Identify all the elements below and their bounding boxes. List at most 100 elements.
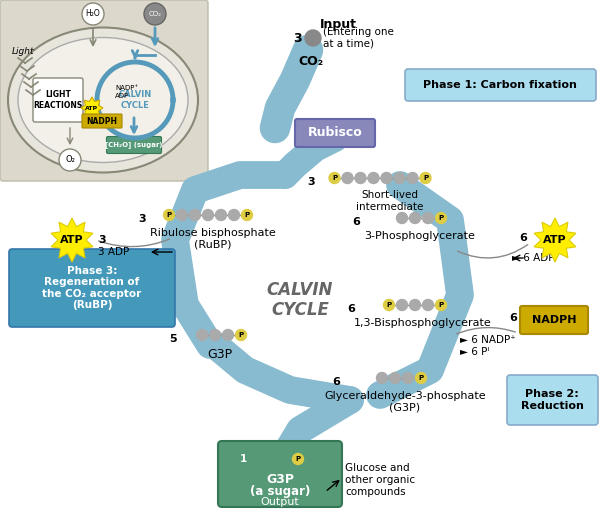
Circle shape <box>423 299 433 311</box>
Circle shape <box>82 3 104 25</box>
Text: Ribulose bisphosphate
(RuBP): Ribulose bisphosphate (RuBP) <box>150 228 276 250</box>
Text: 3: 3 <box>138 214 146 224</box>
Circle shape <box>394 172 405 183</box>
Circle shape <box>383 299 394 311</box>
Text: Phase 3:
Regeneration of
the CO₂ acceptor
(RuBP): Phase 3: Regeneration of the CO₂ accepto… <box>42 266 141 311</box>
Circle shape <box>282 455 291 464</box>
Text: (a sugar): (a sugar) <box>250 485 310 498</box>
Text: 3: 3 <box>293 31 302 45</box>
Text: P: P <box>386 302 391 308</box>
Text: P: P <box>238 332 244 338</box>
Text: P: P <box>423 175 428 181</box>
Text: 3: 3 <box>98 235 105 245</box>
FancyBboxPatch shape <box>405 69 596 101</box>
Circle shape <box>202 209 214 220</box>
Circle shape <box>223 330 234 340</box>
Text: Glucose and
other organic
compounds: Glucose and other organic compounds <box>345 463 415 497</box>
Text: P: P <box>296 456 300 462</box>
Text: ► 6 Pᴵ: ► 6 Pᴵ <box>460 347 489 357</box>
Text: 5: 5 <box>169 334 177 344</box>
FancyBboxPatch shape <box>507 375 598 425</box>
Text: CALVIN
CYCLE: CALVIN CYCLE <box>119 90 152 110</box>
Text: 3: 3 <box>308 177 315 187</box>
Text: 6: 6 <box>519 233 527 243</box>
Text: ADP: ADP <box>115 93 129 99</box>
Circle shape <box>409 299 421 311</box>
Text: G3P: G3P <box>208 348 232 361</box>
Text: Rubisco: Rubisco <box>308 127 362 139</box>
Text: P: P <box>418 375 424 381</box>
Text: (Entering one
at a time): (Entering one at a time) <box>323 27 394 49</box>
Text: 6: 6 <box>509 313 517 323</box>
Text: 6: 6 <box>347 304 355 314</box>
Text: [CH₂O] (sugar): [CH₂O] (sugar) <box>105 142 163 148</box>
Circle shape <box>216 209 226 220</box>
Text: CO₂: CO₂ <box>149 11 161 17</box>
Text: Short-lived
intermediate: Short-lived intermediate <box>356 190 424 211</box>
Circle shape <box>368 172 379 183</box>
Circle shape <box>397 299 408 311</box>
FancyBboxPatch shape <box>82 114 122 128</box>
Text: P: P <box>166 212 172 218</box>
Circle shape <box>397 213 408 224</box>
Circle shape <box>415 373 426 384</box>
Circle shape <box>59 149 81 171</box>
Text: 1,3-Bisphosphoglycerate: 1,3-Bisphosphoglycerate <box>354 318 492 328</box>
Text: P: P <box>438 215 444 221</box>
Circle shape <box>241 209 252 220</box>
Text: Output: Output <box>261 497 299 507</box>
Ellipse shape <box>18 38 188 163</box>
FancyBboxPatch shape <box>9 249 175 327</box>
Text: ► 6 NADP⁺: ► 6 NADP⁺ <box>460 335 516 345</box>
Circle shape <box>403 373 414 384</box>
Text: H₂O: H₂O <box>85 10 101 19</box>
Text: 3-Phosphoglycerate: 3-Phosphoglycerate <box>365 231 476 241</box>
Text: Light: Light <box>12 48 34 57</box>
Circle shape <box>196 330 208 340</box>
Text: P: P <box>244 212 250 218</box>
Circle shape <box>176 209 187 220</box>
Circle shape <box>229 209 240 220</box>
Circle shape <box>190 209 200 220</box>
Circle shape <box>389 373 400 384</box>
Ellipse shape <box>8 28 198 172</box>
Circle shape <box>420 172 431 183</box>
Circle shape <box>235 330 246 340</box>
Text: P: P <box>332 175 337 181</box>
FancyBboxPatch shape <box>218 441 342 507</box>
Text: CO₂: CO₂ <box>298 55 323 68</box>
FancyBboxPatch shape <box>0 0 208 181</box>
Text: ATP: ATP <box>85 105 99 110</box>
Circle shape <box>376 373 388 384</box>
Text: ATP: ATP <box>543 235 567 245</box>
Circle shape <box>355 172 366 183</box>
Text: Glyceraldehyde-3-phosphate
(G3P): Glyceraldehyde-3-phosphate (G3P) <box>324 391 486 412</box>
FancyBboxPatch shape <box>33 78 83 122</box>
Text: Input: Input <box>320 18 357 31</box>
Text: P: P <box>438 302 444 308</box>
Circle shape <box>423 213 433 224</box>
Circle shape <box>329 172 340 183</box>
Polygon shape <box>534 218 576 262</box>
Text: O₂: O₂ <box>65 155 75 164</box>
Circle shape <box>270 455 279 464</box>
Circle shape <box>342 172 353 183</box>
Text: NADP⁺: NADP⁺ <box>115 85 138 91</box>
Text: 6: 6 <box>352 217 360 227</box>
Circle shape <box>435 299 447 311</box>
Circle shape <box>144 3 166 25</box>
Text: 1: 1 <box>240 454 247 464</box>
FancyBboxPatch shape <box>295 119 375 147</box>
FancyBboxPatch shape <box>520 306 588 334</box>
Text: ATP: ATP <box>60 235 84 245</box>
Circle shape <box>435 213 447 224</box>
Circle shape <box>293 454 303 464</box>
Text: G3P: G3P <box>266 473 294 486</box>
Circle shape <box>409 213 421 224</box>
Circle shape <box>305 30 321 46</box>
Circle shape <box>407 172 418 183</box>
Text: CALVIN
CYCLE: CALVIN CYCLE <box>267 280 333 320</box>
Text: LIGHT
REACTIONS: LIGHT REACTIONS <box>33 90 82 110</box>
Polygon shape <box>51 218 93 262</box>
Text: Phase 1: Carbon fixation: Phase 1: Carbon fixation <box>423 80 577 90</box>
